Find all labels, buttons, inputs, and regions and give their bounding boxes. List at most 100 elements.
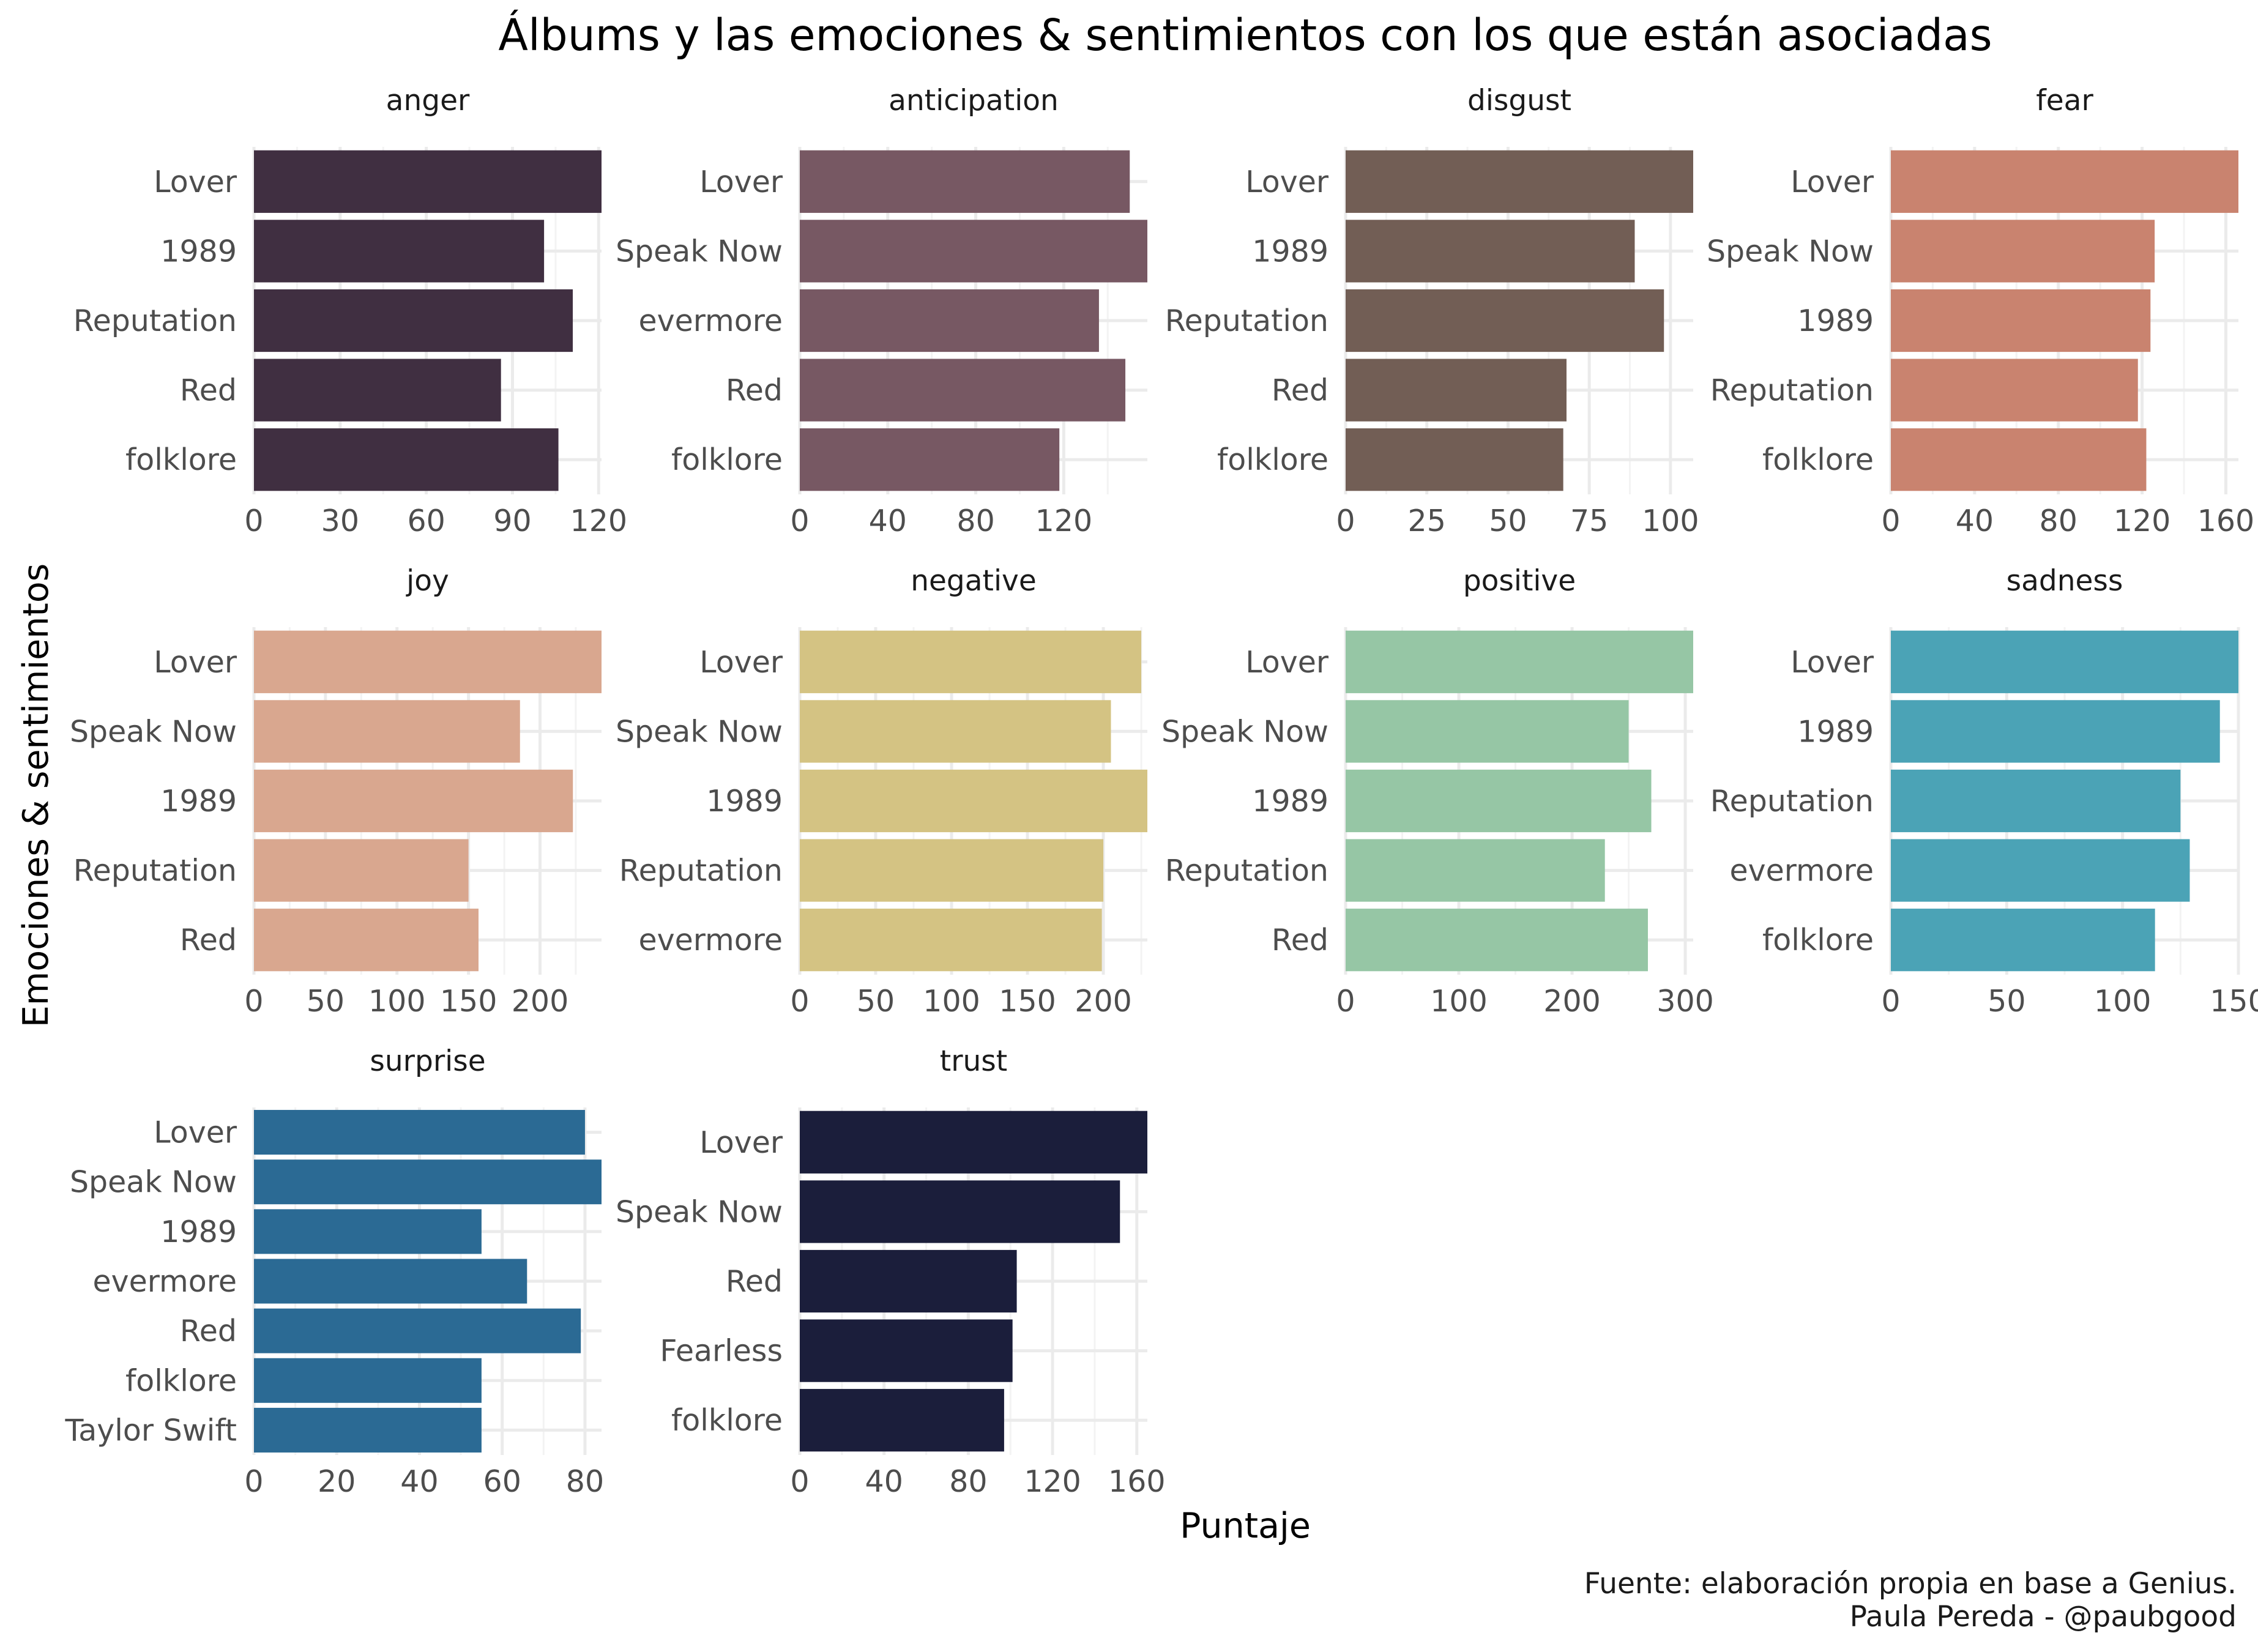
category-label: Lover (699, 645, 783, 680)
category-label: Lover (1245, 165, 1329, 199)
bar-negative-Reputation (800, 839, 1104, 902)
category-label: 1989 (160, 784, 237, 819)
category-label: folklore (1762, 923, 1874, 958)
bar-joy-Reputation (254, 839, 469, 902)
category-label: Lover (699, 1125, 783, 1160)
bar-anticipation-Lover (800, 150, 1130, 213)
category-label: Reputation (73, 854, 237, 888)
x-tick-label: 0 (244, 504, 263, 538)
x-tick-label: 0 (244, 1464, 263, 1499)
caption-source: Fuente: elaboración propia en base a Gen… (1584, 1567, 2237, 1601)
category-label: folklore (125, 442, 237, 477)
y-axis-title: Emociones & sentimientos (16, 564, 56, 1028)
bar-fear-Reputation (1891, 359, 2138, 422)
category-label: Red (1272, 923, 1328, 958)
category-label: evermore (1729, 854, 1874, 888)
x-tick-label: 100 (368, 984, 426, 1019)
bar-fear-Lover (1891, 150, 2238, 213)
x-tick-label: 60 (407, 504, 445, 538)
facet-title: fear (2036, 84, 2093, 117)
x-tick-label: 80 (949, 1464, 987, 1499)
category-label: folklore (1217, 442, 1328, 477)
bar-surprise-Taylor Swift (254, 1407, 482, 1453)
x-tick-label: 100 (2094, 984, 2152, 1019)
x-axis-title: Puntaje (1180, 1506, 1311, 1546)
x-tick-label: 80 (566, 1464, 604, 1499)
x-tick-label: 60 (483, 1464, 521, 1499)
bar-joy-1989 (254, 769, 573, 833)
bar-negative-1989 (800, 769, 1147, 833)
category-label: 1989 (160, 1215, 237, 1249)
category-label: Lover (1790, 165, 1874, 199)
bar-fear-Speak Now (1891, 220, 2155, 283)
caption-author: Paula Pereda - @paubgood (1850, 1600, 2237, 1634)
bar-anger-Reputation (254, 289, 573, 352)
x-tick-label: 300 (1656, 984, 1714, 1019)
facet-title: trust (940, 1044, 1007, 1078)
category-label: Speak Now (70, 714, 237, 749)
bar-surprise-Lover (254, 1110, 585, 1155)
category-label: folklore (1762, 442, 1874, 477)
bar-surprise-folklore (254, 1358, 482, 1403)
category-label: Speak Now (1161, 714, 1328, 749)
bar-surprise-Speak Now (254, 1159, 602, 1205)
x-tick-label: 160 (2197, 504, 2255, 538)
bar-surprise-evermore (254, 1259, 527, 1304)
bar-negative-Lover (800, 630, 1142, 693)
category-label: Red (180, 923, 237, 958)
facet-title: surprise (370, 1044, 485, 1078)
bar-disgust-Red (1346, 359, 1567, 422)
x-tick-label: 100 (1642, 504, 1699, 538)
bar-anger-folklore (254, 428, 559, 491)
category-label: Lover (154, 165, 237, 199)
x-tick-label: 25 (1408, 504, 1446, 538)
category-label: folklore (125, 1363, 237, 1398)
bar-disgust-Lover (1346, 150, 1693, 213)
x-tick-label: 120 (1035, 504, 1093, 538)
bar-anger-Red (254, 359, 501, 422)
bar-disgust-folklore (1346, 428, 1563, 491)
category-label: 1989 (1252, 234, 1328, 269)
bar-disgust-Reputation (1346, 289, 1664, 352)
bar-anticipation-evermore (800, 289, 1099, 352)
bar-anticipation-Red (800, 359, 1126, 422)
bar-positive-Reputation (1346, 839, 1605, 902)
x-tick-label: 120 (1024, 1464, 1081, 1499)
category-label: evermore (92, 1264, 237, 1299)
x-tick-label: 0 (790, 1464, 809, 1499)
facet-title: anger (386, 84, 470, 117)
category-label: Reputation (73, 303, 237, 338)
category-label: Lover (699, 165, 783, 199)
x-tick-label: 40 (1956, 504, 1994, 538)
category-label: Red (1272, 373, 1328, 408)
x-tick-label: 80 (2040, 504, 2077, 538)
x-tick-label: 0 (1336, 984, 1355, 1019)
bar-anger-Lover (254, 150, 602, 213)
category-label: Taylor Swift (64, 1413, 237, 1448)
category-label: evermore (638, 923, 783, 958)
x-tick-label: 40 (869, 504, 907, 538)
x-tick-label: 0 (244, 984, 263, 1019)
category-label: 1989 (1797, 714, 1874, 749)
bar-negative-evermore (800, 909, 1102, 972)
x-tick-label: 160 (1108, 1464, 1166, 1499)
x-tick-label: 0 (1881, 504, 1900, 538)
x-tick-label: 200 (1075, 984, 1132, 1019)
x-tick-label: 40 (865, 1464, 903, 1499)
category-label: Lover (1245, 645, 1329, 680)
x-tick-label: 150 (2210, 984, 2258, 1019)
x-tick-label: 0 (790, 504, 809, 538)
category-label: Reputation (1165, 303, 1328, 338)
category-label: Red (180, 1314, 237, 1349)
category-label: Red (726, 373, 783, 408)
bar-positive-1989 (1346, 769, 1652, 833)
bar-surprise-Red (254, 1308, 581, 1353)
